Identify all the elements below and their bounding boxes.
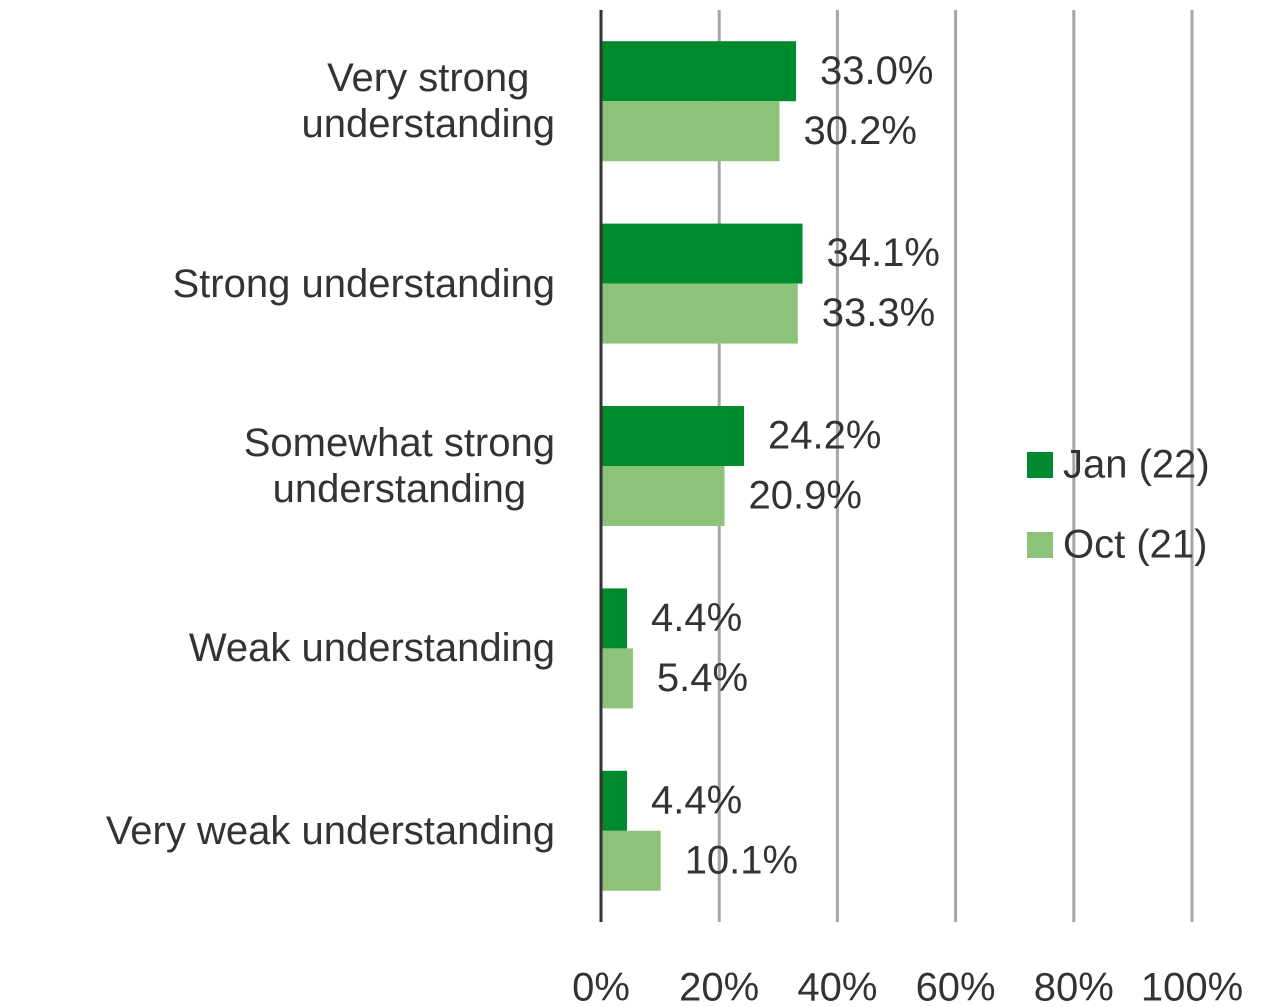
value-label: 5.4% xyxy=(657,656,748,700)
value-label: 30.2% xyxy=(803,109,916,153)
bar xyxy=(601,770,628,831)
x-tick-label: 60% xyxy=(916,966,996,1007)
legend-label: Jan (22) xyxy=(1063,443,1210,487)
value-label: 34.1% xyxy=(827,231,940,275)
category-text: Very weak understanding xyxy=(105,808,555,853)
bar xyxy=(601,466,725,526)
bar xyxy=(601,588,628,649)
y-tick-label: Strong understanding xyxy=(0,261,556,307)
bar xyxy=(601,283,798,344)
value-label: 10.1% xyxy=(685,838,798,882)
y-tick-label: Weak understanding xyxy=(0,625,555,671)
value-label: 4.4% xyxy=(651,778,742,822)
bar xyxy=(601,830,661,891)
bar xyxy=(601,41,797,102)
bar xyxy=(601,101,780,162)
y-tick-label: Somewhat strong understanding xyxy=(0,420,555,512)
bar xyxy=(601,223,803,284)
value-label: 24.2% xyxy=(768,414,881,458)
x-tick-label: 100% xyxy=(1141,966,1243,1007)
value-label: 33.0% xyxy=(820,49,933,93)
value-label: 20.9% xyxy=(749,474,862,518)
legend-swatch xyxy=(1027,452,1053,478)
bar xyxy=(601,648,633,709)
value-label: 33.3% xyxy=(822,291,935,335)
bar xyxy=(601,406,745,466)
category-text: Very strong understanding xyxy=(301,56,555,147)
legend-label: Oct (21) xyxy=(1063,523,1207,567)
x-tick-label: 0% xyxy=(572,966,630,1007)
legend-swatch xyxy=(1027,532,1053,558)
y-tick-label: Very weak understanding xyxy=(0,808,555,854)
y-tick-label: Very strong understanding xyxy=(0,55,555,147)
category-text: Weak understanding xyxy=(188,626,555,671)
x-tick-label: 20% xyxy=(679,966,759,1007)
category-text: Strong understanding xyxy=(172,261,556,306)
x-tick-label: 40% xyxy=(797,966,877,1007)
category-text: Somewhat strong understanding xyxy=(243,421,555,511)
value-label: 4.4% xyxy=(651,596,742,640)
x-tick-label: 80% xyxy=(1034,966,1114,1007)
